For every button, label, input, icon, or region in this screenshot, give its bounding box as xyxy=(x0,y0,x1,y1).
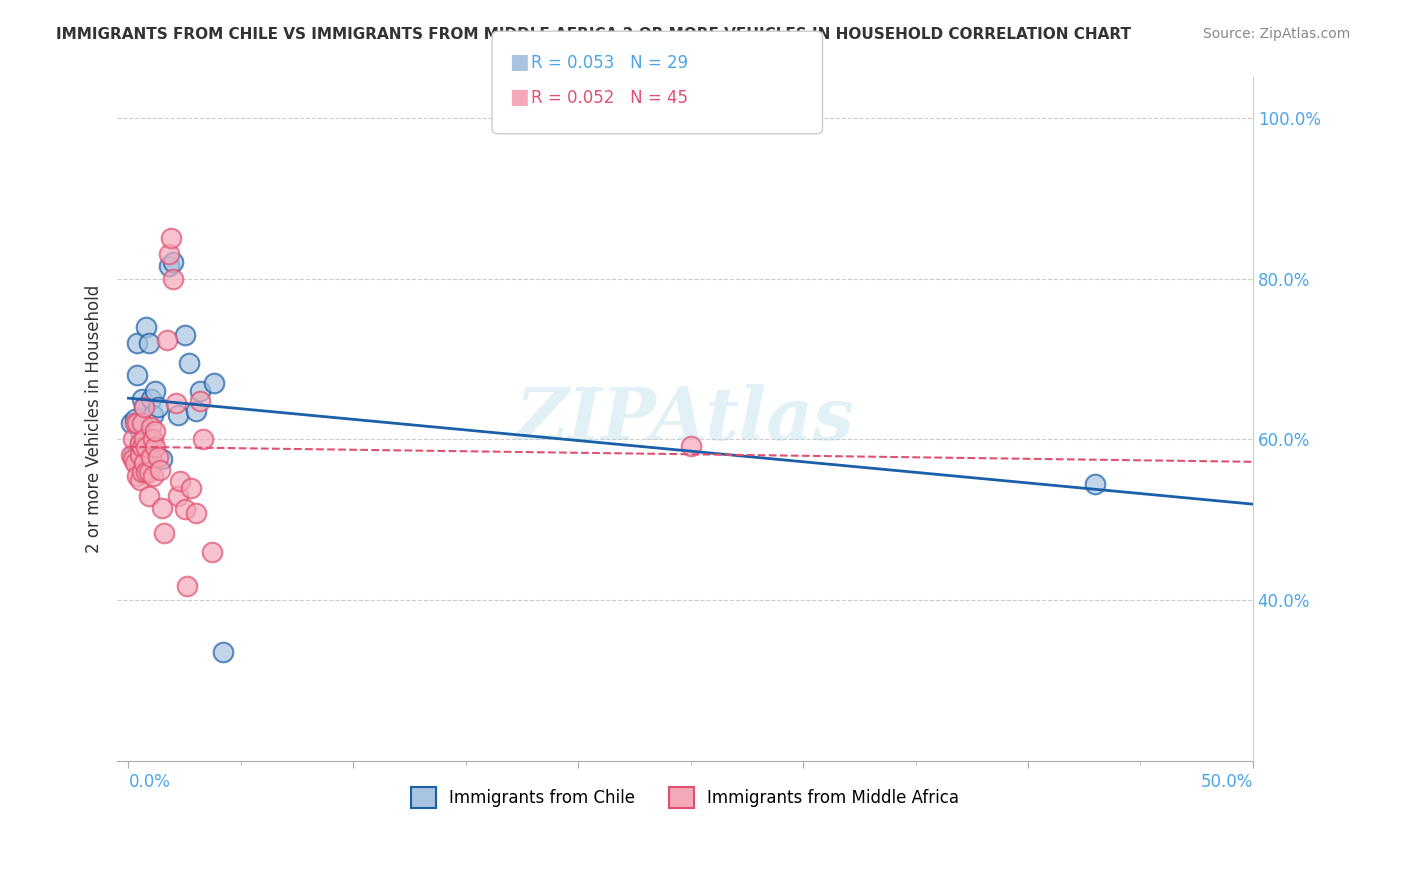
Point xyxy=(128,436,150,450)
Text: Source: ZipAtlas.com: Source: ZipAtlas.com xyxy=(1202,27,1350,41)
Point xyxy=(162,255,184,269)
Point xyxy=(127,368,149,382)
Point xyxy=(167,489,190,503)
Point xyxy=(146,400,169,414)
Legend: Immigrants from Chile, Immigrants from Middle Africa: Immigrants from Chile, Immigrants from M… xyxy=(405,780,966,814)
Text: R = 0.052   N = 45: R = 0.052 N = 45 xyxy=(531,89,689,107)
Text: 50.0%: 50.0% xyxy=(1201,773,1253,791)
Point xyxy=(173,502,195,516)
Point xyxy=(135,319,157,334)
Point xyxy=(131,441,153,455)
Point xyxy=(131,449,153,463)
Point xyxy=(173,327,195,342)
Point xyxy=(139,420,162,434)
Point xyxy=(156,334,179,348)
Point xyxy=(157,247,180,261)
Point xyxy=(131,417,153,431)
Point xyxy=(128,436,150,450)
Point xyxy=(138,465,160,479)
Point xyxy=(139,433,162,447)
Point xyxy=(120,449,142,463)
Point xyxy=(146,450,169,464)
Point xyxy=(134,433,156,447)
Point xyxy=(134,400,156,414)
Point xyxy=(128,473,150,487)
Point xyxy=(212,646,235,660)
Point xyxy=(131,465,153,479)
Point xyxy=(1084,476,1107,491)
Point xyxy=(149,463,172,477)
Point xyxy=(145,441,167,455)
Point xyxy=(190,384,212,398)
Point xyxy=(138,335,160,350)
Point xyxy=(160,231,183,245)
Point xyxy=(184,404,207,418)
Point xyxy=(124,412,146,426)
Point xyxy=(190,393,212,408)
Point xyxy=(165,396,187,410)
Point xyxy=(169,474,191,488)
Point xyxy=(134,400,156,414)
Point xyxy=(124,457,146,471)
Text: ■: ■ xyxy=(509,52,529,71)
Point xyxy=(162,271,184,285)
Point xyxy=(128,449,150,463)
Point xyxy=(127,335,149,350)
Text: ■: ■ xyxy=(509,87,529,107)
Point xyxy=(135,465,157,479)
Point xyxy=(150,452,173,467)
Point xyxy=(142,468,165,483)
Point xyxy=(139,450,162,464)
Point xyxy=(124,417,146,431)
Text: 0.0%: 0.0% xyxy=(128,773,170,791)
Point xyxy=(138,489,160,503)
Text: IMMIGRANTS FROM CHILE VS IMMIGRANTS FROM MIDDLE AFRICA 2 OR MORE VEHICLES IN HOU: IMMIGRANTS FROM CHILE VS IMMIGRANTS FROM… xyxy=(56,27,1132,42)
Point xyxy=(131,392,153,406)
Point xyxy=(179,356,201,370)
Point xyxy=(134,457,156,471)
Point xyxy=(122,433,145,447)
Point xyxy=(127,417,149,431)
Point xyxy=(139,392,162,406)
Point xyxy=(184,507,207,521)
Point xyxy=(120,417,142,431)
Text: ZIPAtlas: ZIPAtlas xyxy=(516,384,855,455)
Point xyxy=(679,439,702,453)
Point xyxy=(202,376,225,390)
Point xyxy=(122,452,145,467)
Point xyxy=(128,417,150,431)
Point xyxy=(142,409,165,423)
Point xyxy=(167,409,190,423)
Point xyxy=(157,260,180,274)
Point xyxy=(176,579,198,593)
Point xyxy=(180,481,202,495)
Point xyxy=(142,433,165,447)
Point xyxy=(122,449,145,463)
Point xyxy=(191,433,214,447)
Point xyxy=(145,384,167,398)
Point xyxy=(153,526,176,541)
Point xyxy=(145,425,167,439)
Point xyxy=(201,545,224,559)
Point xyxy=(128,425,150,439)
Point xyxy=(127,468,149,483)
Y-axis label: 2 or more Vehicles in Household: 2 or more Vehicles in Household xyxy=(86,285,103,553)
Point xyxy=(150,500,173,515)
Text: R = 0.053   N = 29: R = 0.053 N = 29 xyxy=(531,54,689,71)
Point xyxy=(135,441,157,455)
